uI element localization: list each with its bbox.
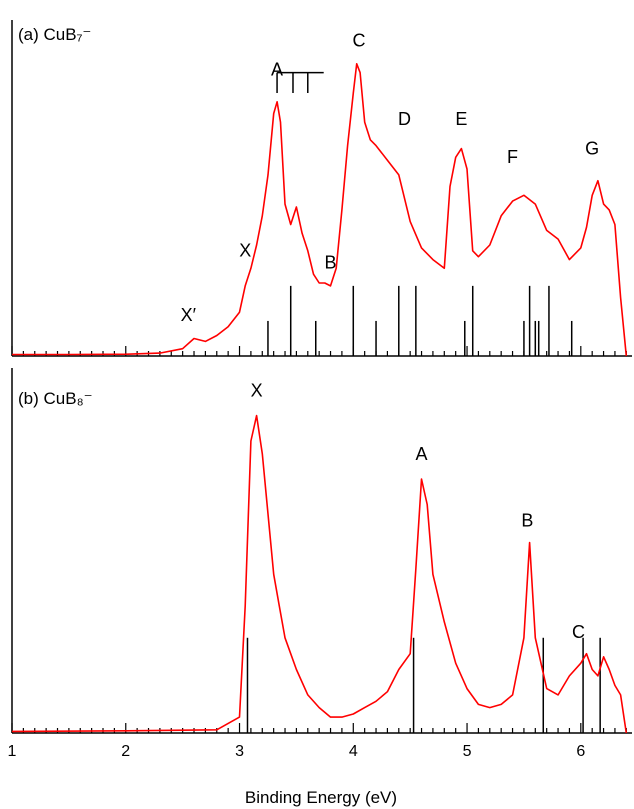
- panel-a-sticks: [267, 285, 573, 356]
- panel-a-spectrum-line: [12, 63, 628, 357]
- peak-label: C: [572, 622, 585, 642]
- x-tick-label: 1: [8, 743, 17, 760]
- x-tick-label: 3: [235, 743, 244, 760]
- x-tick-label: 4: [349, 743, 358, 760]
- peak-label: A: [416, 444, 428, 464]
- panel-a-label: (a) CuB₇⁻: [18, 25, 91, 44]
- x-tick-label: 2: [121, 743, 130, 760]
- x-tick-labels: 1 2 3 4 5 6: [8, 743, 586, 760]
- panel-b-peak-labels: X A B C: [251, 381, 585, 642]
- peak-label: X′: [181, 305, 197, 325]
- peak-label: B: [325, 252, 337, 272]
- peak-label: X: [251, 381, 263, 401]
- panel-b-label: (b) CuB₈⁻: [18, 389, 93, 408]
- x-tick-label: 5: [463, 743, 472, 760]
- peak-label: B: [521, 511, 533, 531]
- panel-b-spectrum-line: [11, 414, 628, 734]
- panel-b-sticks: [246, 637, 601, 733]
- panel-a: (a) CuB₇⁻ X′ X A B C D E F G: [11, 20, 632, 357]
- peak-label: C: [352, 30, 365, 50]
- peak-label: D: [398, 109, 411, 129]
- panel-a-vibrational-comb: [276, 71, 324, 94]
- peak-label: G: [585, 138, 599, 158]
- panel-b: (b) CuB₈⁻ X A B C: [11, 368, 632, 734]
- peak-label: A: [271, 60, 283, 80]
- x-axis-title: Binding Energy (eV): [245, 788, 397, 807]
- x-tick-label: 6: [576, 743, 585, 760]
- peak-label: F: [507, 147, 518, 167]
- peak-label: X: [239, 241, 251, 261]
- peak-label: E: [455, 109, 467, 129]
- panel-a-peak-labels: X′ X A B C D E F G: [181, 30, 600, 325]
